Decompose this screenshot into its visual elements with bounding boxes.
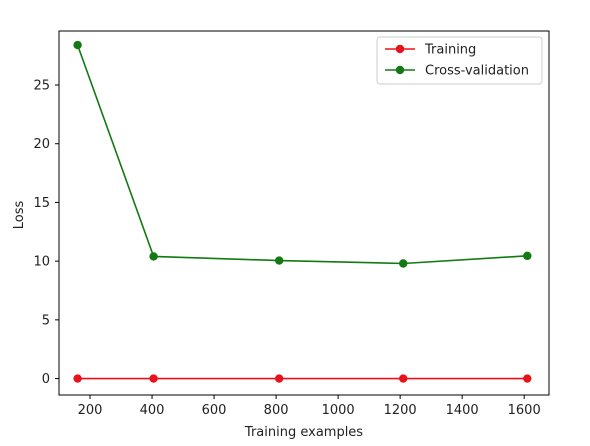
legend-marker [395,44,405,54]
y-tick-label: 5 [42,313,50,328]
legend-box [376,36,543,85]
y-tick-label: 15 [33,196,50,211]
legend-label: Cross-validation [425,64,529,79]
y-tick-label: 20 [33,137,50,152]
y-tick-label: 0 [42,372,50,387]
x-tick-label: 1000 [322,403,355,418]
data-point [399,259,408,268]
legend-label: Training [424,43,476,58]
data-point [523,374,532,383]
x-tick-label: 1400 [446,403,479,418]
y-axis-label: Loss [12,201,27,230]
plot-frame [58,30,550,396]
data-point [523,251,532,261]
y-axis-ticks: 0 5 10 15 20 25 [33,79,59,387]
series-cross-validation [73,40,532,268]
legend: Training Cross-validation [376,36,543,85]
x-tick-label: 800 [264,403,289,418]
series-layer [73,40,532,383]
x-axis-label: Training examples [244,425,363,440]
plot-area [58,30,550,396]
x-tick-label: 400 [140,403,165,418]
data-point [73,374,82,383]
x-tick-label: 1600 [508,403,541,418]
y-tick-label: 10 [33,255,50,270]
x-tick-label: 600 [202,403,227,418]
legend-marker [395,65,405,75]
y-tick-label: 25 [33,79,50,94]
data-point [274,374,284,383]
x-axis-ticks: 200 400 600 800 1000 1200 1400 1600 [78,395,541,418]
series-training [73,374,532,383]
x-tick-label: 1200 [384,403,417,418]
data-point [149,252,158,261]
data-point [73,40,82,50]
x-tick-label: 200 [78,403,103,418]
data-point [399,374,408,383]
data-point [274,256,284,265]
data-point [149,374,158,383]
